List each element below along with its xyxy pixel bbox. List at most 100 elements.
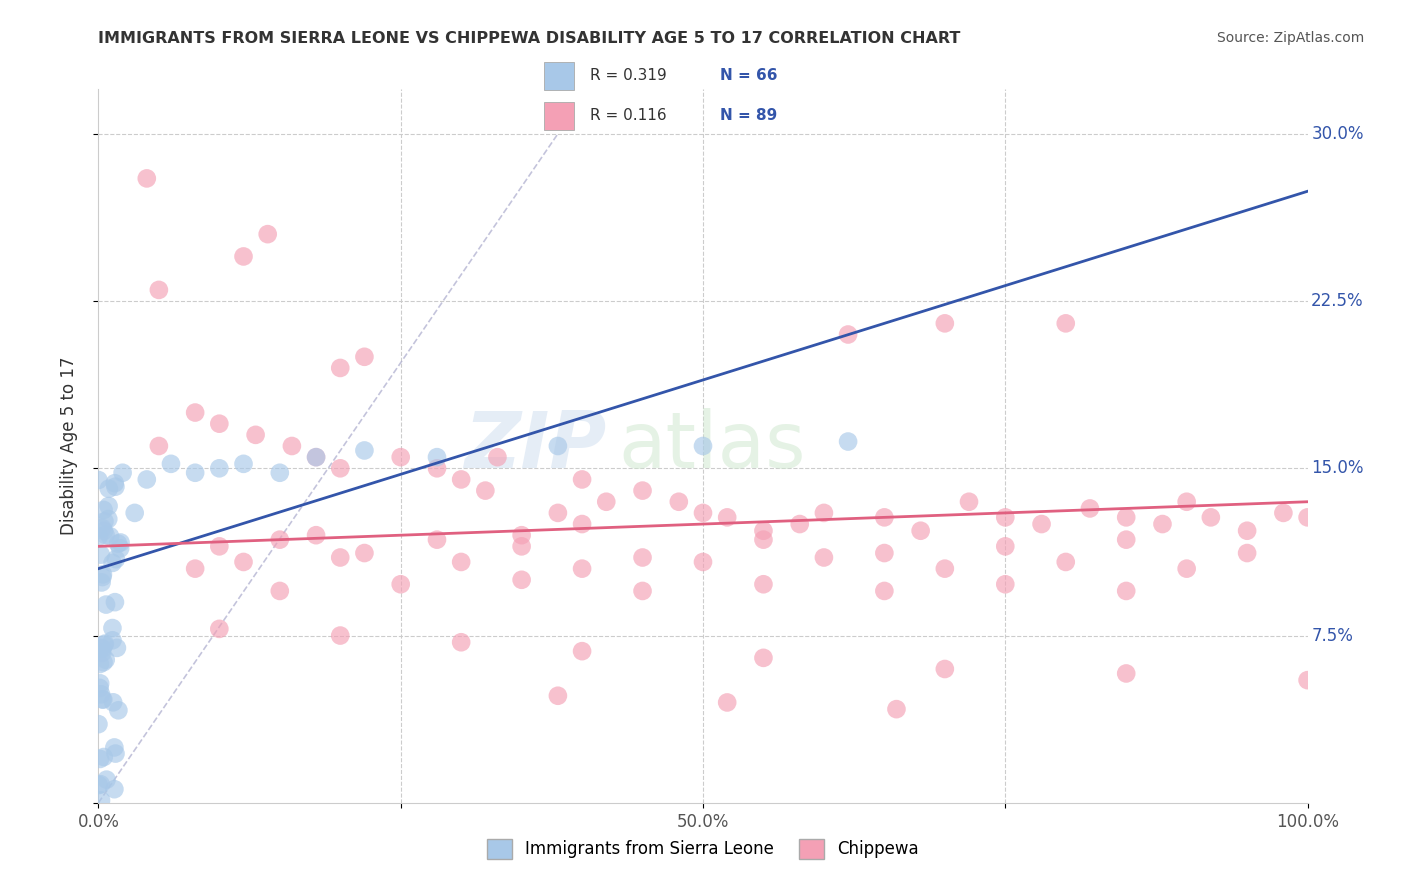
Point [873,583,896,598]
Point [1152,516,1174,531]
Point [1175,494,1198,508]
Point [631,550,654,565]
Point [269,583,291,598]
Point [994,539,1017,553]
Point [813,506,835,520]
Point [208,417,231,431]
Point [595,494,617,508]
Point [101,633,124,648]
Point [329,461,352,475]
Point [269,466,291,480]
Point [873,510,896,524]
Point [631,483,654,498]
Text: ZIP: ZIP [464,408,606,484]
Point [90,777,112,791]
Text: R = 0.116: R = 0.116 [591,108,666,123]
Point [93,638,115,652]
Point [837,434,859,449]
Point [631,583,654,598]
Point [107,703,129,717]
Point [94,637,117,651]
Point [305,450,328,464]
Point [692,439,714,453]
Point [1296,673,1319,687]
Point [89,752,111,766]
Point [1115,583,1137,598]
Point [510,573,533,587]
Point [305,450,328,464]
Point [571,473,593,487]
Point [1054,555,1077,569]
Text: 22.5%: 22.5% [1312,292,1364,310]
Point [87,778,110,792]
Text: N = 89: N = 89 [720,108,778,123]
Point [94,653,117,667]
Point [208,539,231,553]
Point [450,635,472,649]
Point [692,555,714,569]
Point [148,283,170,297]
Point [886,702,908,716]
Point [104,476,127,491]
Point [994,510,1017,524]
Point [208,622,231,636]
Point [1272,506,1295,520]
Point [716,696,738,710]
Point [93,655,115,669]
Point [571,516,593,531]
Point [571,644,593,658]
Point [1236,546,1258,560]
Point [329,628,352,642]
Point [1115,510,1137,524]
Point [96,772,118,787]
Point [87,717,110,731]
Point [184,562,207,576]
Point [994,577,1017,591]
Point [269,533,291,547]
Point [91,646,114,660]
Point [873,546,896,560]
Point [510,528,533,542]
Point [135,473,157,487]
Point [752,533,775,547]
Point [105,640,128,655]
Point [104,552,127,566]
Point [124,506,146,520]
Point [208,461,231,475]
Point [97,512,120,526]
Point [184,405,207,419]
Point [103,695,125,709]
Point [957,494,980,508]
Text: N = 66: N = 66 [720,68,778,83]
Point [256,227,278,241]
Point [1031,516,1053,531]
Point [305,528,328,542]
Point [426,533,449,547]
Point [668,494,690,508]
Point [90,640,112,655]
Point [329,550,352,565]
Point [110,535,132,549]
FancyBboxPatch shape [544,62,575,90]
Point [91,692,114,706]
Point [789,516,811,531]
Point [98,529,121,543]
Point [90,548,112,562]
Point [111,466,134,480]
Point [108,541,131,556]
Point [135,171,157,186]
Point [94,528,117,542]
Point [547,506,569,520]
Point [89,681,111,695]
Point [160,457,183,471]
Point [89,657,111,671]
Point [692,506,714,520]
Text: IMMIGRANTS FROM SIERRA LEONE VS CHIPPEWA DISABILITY AGE 5 TO 17 CORRELATION CHAR: IMMIGRANTS FROM SIERRA LEONE VS CHIPPEWA… [98,31,960,46]
Point [93,503,115,517]
Point [103,740,125,755]
Point [1296,510,1319,524]
Text: 15.0%: 15.0% [1312,459,1364,477]
Point [90,793,112,807]
Text: 7.5%: 7.5% [1312,626,1353,645]
Point [389,450,412,464]
